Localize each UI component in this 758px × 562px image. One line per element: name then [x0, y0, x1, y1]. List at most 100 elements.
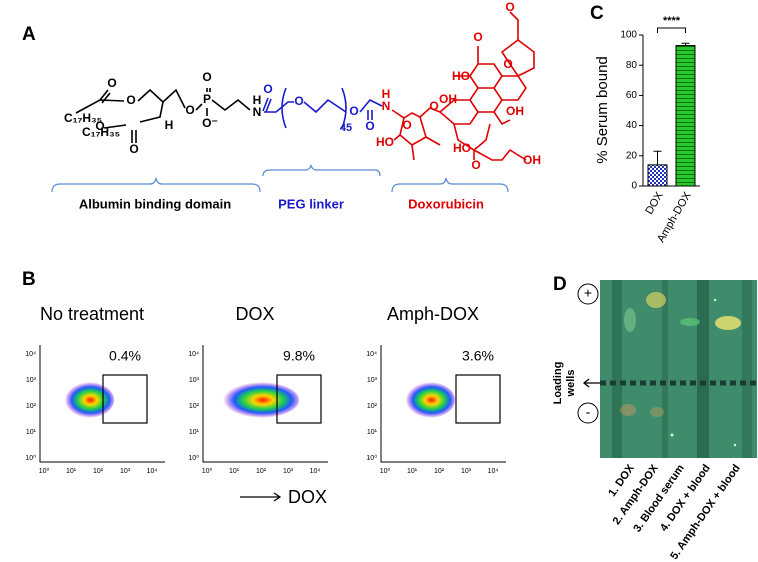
- atom-label: O: [349, 104, 358, 118]
- atom-label: OH: [523, 153, 541, 167]
- y-tick-label: 10⁴: [366, 351, 377, 358]
- y-tick-label: 10²: [26, 403, 37, 410]
- atom-label: OH: [506, 104, 524, 118]
- y-tick-label: 10¹: [26, 429, 37, 436]
- atom-label: O⁻: [202, 116, 218, 130]
- y-tick-label: 10⁴: [25, 351, 36, 358]
- y-tick-label: 80: [626, 60, 638, 71]
- y-tick-label: 10³: [26, 377, 37, 384]
- domain-brackets: [51, 164, 509, 193]
- atom-label: O: [402, 118, 411, 132]
- plot-title: No treatment: [40, 304, 144, 324]
- y-tick-label: 10³: [189, 377, 200, 384]
- atom-label: HO: [376, 135, 394, 149]
- domain-label: Doxorubicin: [408, 196, 484, 211]
- atom-label: O: [126, 93, 135, 107]
- plot-title: Amph-DOX: [387, 304, 479, 324]
- minus-sign: -: [586, 404, 591, 420]
- atom-label: 45: [340, 122, 352, 134]
- plus-circle: [577, 283, 599, 305]
- atom-label: C₁₇H₃₅: [82, 125, 120, 139]
- atom-label: O: [473, 30, 482, 44]
- x-tick-label: 10³: [120, 468, 131, 475]
- axis-label: DOX: [288, 487, 327, 507]
- y-tick-label: 60: [626, 90, 638, 101]
- cell-population: [403, 382, 455, 418]
- atom-label: H: [382, 87, 391, 101]
- y-tick-label: 100: [620, 30, 637, 41]
- gate-percent: 9.8%: [283, 348, 315, 364]
- wells-label: Loading: [552, 362, 564, 405]
- y-tick-label: 10¹: [367, 429, 378, 436]
- atom-label: O: [185, 103, 194, 117]
- minus-circle: [577, 402, 599, 424]
- plot-axes: [380, 345, 506, 463]
- atom-label: O: [294, 94, 303, 108]
- x-tick-label: 10²: [93, 468, 104, 475]
- y-tick-label: 10⁰: [366, 454, 377, 462]
- x-tick-label: 10⁰: [380, 467, 391, 475]
- structure-bonds: [75, 11, 535, 161]
- plot-axes: [39, 345, 165, 463]
- x-tick-label: 10⁰: [202, 467, 213, 475]
- atom-label: HO: [452, 69, 470, 83]
- panel-label: A: [22, 24, 36, 45]
- atom-label: O: [263, 82, 272, 96]
- x-tick-label: 10³: [461, 468, 472, 475]
- y-tick-label: 10⁴: [188, 351, 199, 358]
- plus-sign: +: [584, 285, 592, 301]
- y-axis-title: % Serum bound: [594, 56, 611, 164]
- domain-label: Albumin binding domain: [79, 196, 231, 211]
- atom-label: N: [253, 105, 262, 119]
- y-tick-label: 0: [631, 181, 637, 192]
- bar: [675, 45, 696, 187]
- significance-bracket: [657, 27, 686, 33]
- wells-arrow: [582, 378, 600, 388]
- atom-label: OH: [439, 92, 457, 106]
- panel-label: B: [22, 269, 36, 290]
- x-tick-label: 10⁴: [147, 468, 158, 475]
- y-tick-label: 10³: [367, 377, 378, 384]
- x-tick-label: 10⁰: [39, 467, 50, 475]
- y-tick-label: 10⁰: [188, 454, 199, 462]
- atom-label: O: [429, 99, 438, 113]
- atom-label: O: [505, 0, 514, 14]
- error-bar: [681, 42, 690, 46]
- y-tick-label: 10⁰: [25, 454, 36, 462]
- atom-label: O: [503, 57, 512, 71]
- atom-label: P: [203, 92, 211, 106]
- atom-label: O: [107, 76, 116, 90]
- y-tick-label: 10¹: [189, 429, 200, 436]
- x-tick-label: 10¹: [407, 468, 418, 475]
- gate-percent: 3.6%: [462, 348, 494, 364]
- x-tick-label: 10³: [283, 468, 294, 475]
- x-tick-label: 10²: [256, 468, 267, 475]
- y-tick-label: 10²: [367, 403, 378, 410]
- bar: [647, 164, 668, 187]
- atom-label: O: [95, 119, 104, 133]
- x-tick-label: 10¹: [229, 468, 240, 475]
- atom-label: H: [165, 118, 174, 132]
- atom-label: N: [382, 99, 391, 113]
- atom-label: C₁₇H₃₅: [64, 111, 102, 125]
- y-tick-label: 40: [626, 120, 638, 131]
- gel-image: [600, 280, 757, 458]
- atom-label: O: [365, 119, 374, 133]
- x-tick-label: 10¹: [66, 468, 77, 475]
- dox-arrow: [240, 492, 282, 502]
- atom-label: O: [202, 70, 211, 84]
- y-tick-label: 10²: [189, 403, 200, 410]
- gate: [455, 374, 501, 424]
- wells-label: wells: [565, 370, 577, 398]
- cell-population: [62, 382, 114, 418]
- significance-label: ****: [663, 15, 681, 27]
- atom-label: O: [471, 158, 480, 172]
- x-tick-label: 10⁴: [488, 468, 499, 475]
- atom-label: O: [129, 142, 138, 156]
- x-tick-label: DOX: [643, 189, 666, 216]
- panel-label: D: [553, 274, 567, 295]
- x-tick-label: 10²: [434, 468, 445, 475]
- domain-label: PEG linker: [278, 196, 344, 211]
- gate-percent: 0.4%: [109, 348, 141, 364]
